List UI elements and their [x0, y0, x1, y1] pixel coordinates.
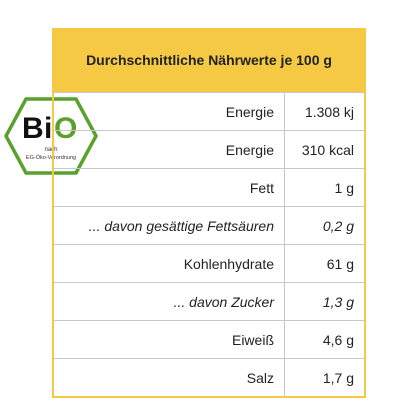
- nutrient-value: 0,2 g: [284, 206, 366, 245]
- nutrient-name: Fett: [52, 168, 285, 207]
- nutrient-name: ... davon Zucker: [52, 282, 285, 321]
- logo-letter: B: [22, 112, 44, 145]
- logo-letter: i: [44, 112, 52, 145]
- logo-line: EG-Öko-Verordnung: [26, 154, 76, 161]
- nutrient-name: Energie: [52, 92, 285, 131]
- table-row: ... davon Zucker 1,3 g: [52, 282, 366, 321]
- nutrient-value: 1,7 g: [284, 358, 366, 398]
- nutrient-name: Energie: [52, 130, 285, 169]
- table-row: ... davon gesättige Fettsäuren 0,2 g: [52, 206, 366, 245]
- nutrient-value: 1 g: [284, 168, 366, 207]
- table-row: Energie 310 kcal: [52, 130, 366, 169]
- nutrient-value: 4,6 g: [284, 320, 366, 359]
- nutrient-value: 61 g: [284, 244, 366, 283]
- table-title: Durchschnittliche Nährwerte je 100 g: [52, 28, 366, 93]
- nutrient-name: Kohlenhydrate: [52, 244, 285, 283]
- nutrient-name: Salz: [52, 358, 285, 398]
- table-row: Eiweiß 4,6 g: [52, 320, 366, 359]
- table-row: Fett 1 g: [52, 168, 366, 207]
- table-row: Energie 1.308 kj: [52, 92, 366, 131]
- nutrient-value: 310 kcal: [284, 130, 366, 169]
- nutrient-value: 1.308 kj: [284, 92, 366, 131]
- logo-line: nach: [44, 147, 57, 153]
- nutrition-table: Durchschnittliche Nährwerte je 100 g Ene…: [52, 28, 366, 398]
- nutrient-value: 1,3 g: [284, 282, 366, 321]
- table-row: Salz 1,7 g: [52, 358, 366, 398]
- table-row: Kohlenhydrate 61 g: [52, 244, 366, 283]
- nutrient-name: Eiweiß: [52, 320, 285, 359]
- nutrient-name: ... davon gesättige Fettsäuren: [52, 206, 285, 245]
